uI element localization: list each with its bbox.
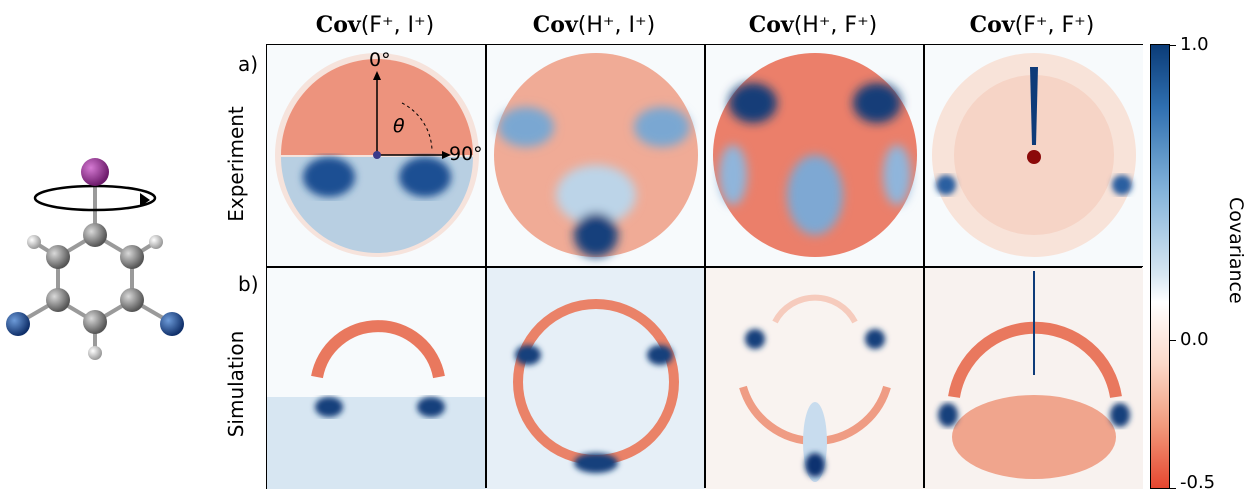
colorbar-tick-min: -0.5 <box>1180 472 1216 493</box>
carbon-atom <box>83 310 107 334</box>
iodine-atom <box>81 158 109 186</box>
column-title-4: Cov(F⁺, F⁺) <box>969 12 1095 38</box>
fluorine-atom <box>160 312 184 336</box>
covariance-image-grid: 0° 90° θ <box>266 44 1143 489</box>
carbon-atom <box>120 288 144 312</box>
column-title-1: Cov(F⁺, I⁺) <box>315 12 435 38</box>
angle-ninety-label: 90° <box>449 143 483 165</box>
column-title-3: Cov(H⁺, F⁺) <box>748 12 878 38</box>
carbon-atom <box>120 245 144 269</box>
panel-sim-hf <box>705 267 924 489</box>
column-title-2: Cov(H⁺, I⁺) <box>532 12 656 38</box>
panel-sim-fi <box>267 267 486 489</box>
colorbar-title: Covariance <box>1225 197 1247 304</box>
carbon-atom <box>46 245 70 269</box>
colorbar-tick-max: 1.0 <box>1180 34 1209 55</box>
hydrogen-atom <box>27 235 41 249</box>
panel-sim-hi <box>486 267 705 489</box>
panel-sim-ff <box>924 267 1143 489</box>
row-label-experiment: Experiment <box>224 106 248 222</box>
panel-exp-ff <box>924 45 1143 266</box>
panel-letter-b: b) <box>238 272 259 296</box>
fluorine-atom <box>6 312 30 336</box>
panel-exp-hi <box>486 45 705 266</box>
theta-label: θ <box>393 115 405 137</box>
molecule-diagram <box>6 158 184 360</box>
hydrogen-atom <box>88 346 102 360</box>
panel-letter-a: a) <box>238 52 259 76</box>
row-label-simulation: Simulation <box>224 330 248 438</box>
carbon-atom <box>83 223 107 247</box>
panel-exp-fi: 0° 90° θ <box>267 45 486 266</box>
hydrogen-atom <box>149 235 163 249</box>
panel-exp-hf <box>705 45 924 266</box>
carbon-atom <box>46 288 70 312</box>
colorbar <box>1150 44 1170 489</box>
colorbar-tick-zero: 0.0 <box>1180 329 1209 350</box>
angle-zero-label: 0° <box>369 49 391 71</box>
